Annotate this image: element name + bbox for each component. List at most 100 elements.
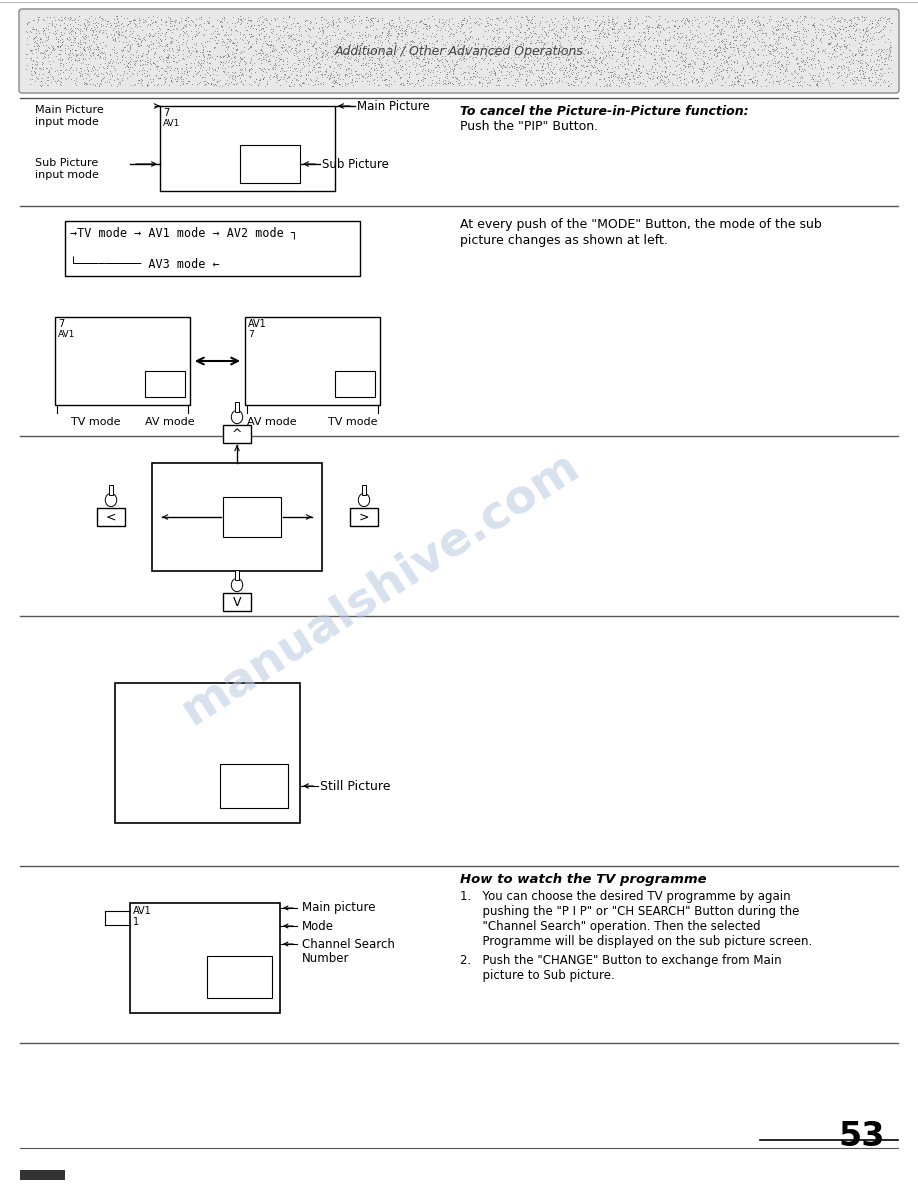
Point (366, 33, 381, 52)
Point (133, 70, 148, 89)
Point (661, 12, 676, 31)
Point (796, 72, 811, 91)
Point (778, 59, 793, 78)
Point (355, 72, 370, 91)
Point (384, 17, 398, 36)
Point (208, 27, 223, 46)
Point (560, 31, 575, 50)
Point (352, 37, 366, 56)
Point (826, 14, 841, 33)
Point (273, 70, 287, 89)
Point (519, 27, 533, 46)
Point (345, 37, 360, 56)
Point (19, 49, 34, 68)
Point (449, 55, 464, 74)
Point (513, 7, 528, 26)
Point (170, 59, 185, 78)
Point (760, 40, 775, 59)
Point (564, 75, 578, 94)
Point (111, 23, 126, 42)
Point (117, 25, 131, 44)
Point (878, 7, 892, 26)
Point (440, 67, 454, 86)
Point (811, 42, 825, 61)
Point (582, 43, 597, 62)
Point (594, 61, 609, 80)
Point (136, 55, 151, 74)
Point (427, 27, 442, 46)
Point (796, 27, 811, 46)
Point (754, 19, 768, 38)
Point (188, 58, 203, 77)
Point (202, 42, 217, 61)
Point (137, 27, 151, 46)
Point (662, 62, 677, 81)
Point (147, 48, 162, 67)
Point (748, 76, 763, 95)
Point (76, 13, 91, 32)
Point (431, 49, 445, 68)
Point (677, 57, 692, 76)
Point (93, 7, 107, 26)
Point (656, 19, 671, 38)
Point (773, 59, 788, 78)
Point (88, 64, 103, 83)
Point (55, 33, 70, 52)
Point (564, 48, 578, 67)
Point (586, 58, 600, 77)
Point (824, 44, 839, 63)
Point (384, 68, 398, 87)
Point (510, 27, 525, 46)
Point (790, 53, 805, 72)
Point (220, 75, 235, 94)
Point (375, 70, 389, 89)
Point (462, 7, 476, 26)
Point (145, 13, 160, 32)
Point (822, 75, 836, 94)
Point (348, 38, 363, 57)
Point (36, 49, 50, 68)
Point (249, 31, 263, 50)
Point (588, 57, 602, 76)
Point (243, 50, 258, 69)
Point (438, 49, 453, 68)
Point (578, 62, 593, 81)
Point (527, 51, 542, 70)
Point (739, 49, 754, 68)
Ellipse shape (231, 579, 242, 592)
Point (719, 61, 733, 80)
Point (417, 50, 431, 69)
Point (598, 24, 612, 43)
Point (768, 67, 783, 86)
Point (747, 23, 762, 42)
Point (519, 40, 533, 59)
Point (472, 8, 487, 27)
Point (800, 20, 815, 39)
Point (677, 13, 691, 32)
Point (266, 42, 281, 61)
Bar (145, 371, 185, 397)
Point (542, 74, 556, 93)
Point (580, 43, 595, 62)
Point (140, 45, 154, 64)
Point (615, 70, 630, 89)
Point (273, 32, 287, 51)
Point (146, 69, 161, 88)
Point (834, 25, 848, 44)
Point (214, 30, 229, 49)
Point (859, 21, 874, 40)
Point (681, 55, 696, 74)
Point (236, 8, 251, 27)
Point (54, 25, 69, 44)
Point (196, 52, 211, 71)
Point (453, 64, 468, 83)
Point (580, 42, 595, 61)
Point (375, 23, 389, 42)
Point (114, 6, 129, 25)
Point (292, 75, 307, 94)
Point (806, 71, 821, 90)
Point (854, 45, 868, 64)
Point (254, 61, 269, 80)
Point (615, 46, 630, 65)
Point (229, 40, 243, 59)
